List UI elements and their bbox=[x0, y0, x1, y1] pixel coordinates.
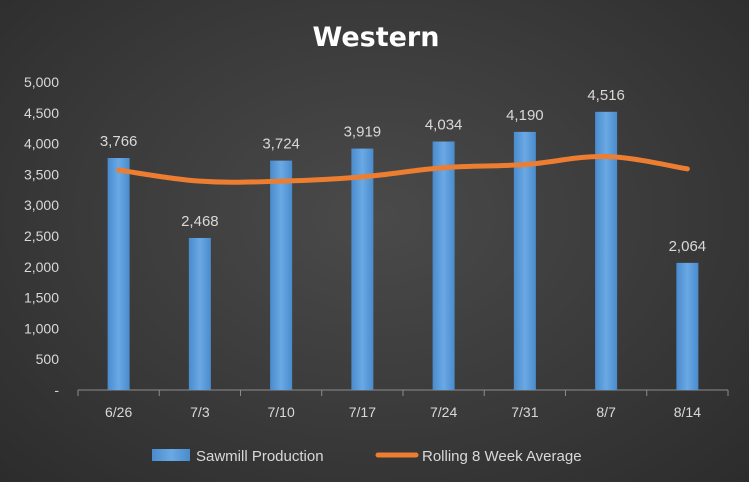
bar bbox=[270, 160, 293, 390]
bar bbox=[513, 131, 536, 390]
y-tick-label: 4,000 bbox=[24, 136, 59, 152]
y-tick-label: 3,500 bbox=[24, 166, 59, 182]
bar bbox=[188, 237, 211, 390]
legend-label: Sawmill Production bbox=[196, 448, 324, 465]
y-tick-label: 4,500 bbox=[24, 105, 59, 121]
x-tick-label: 6/26 bbox=[105, 404, 132, 420]
y-tick-label: 2,000 bbox=[24, 259, 59, 275]
y-tick-label: - bbox=[54, 382, 59, 398]
bar bbox=[351, 148, 374, 390]
bar-data-label: 4,516 bbox=[587, 87, 625, 104]
y-tick-label: 2,500 bbox=[24, 228, 59, 244]
bar-data-label: 3,766 bbox=[100, 133, 138, 150]
y-tick-label: 1,000 bbox=[24, 320, 59, 336]
bar-data-label: 2,468 bbox=[181, 213, 219, 230]
bar-data-label: 2,064 bbox=[669, 238, 707, 255]
chart-title: Western bbox=[313, 22, 440, 53]
rolling-average-line bbox=[116, 154, 690, 185]
legend-swatch-bar bbox=[152, 449, 190, 461]
legend: Sawmill Production Rolling 8 Week Averag… bbox=[152, 448, 582, 465]
bar bbox=[432, 141, 455, 390]
x-tick-label: 7/17 bbox=[349, 404, 376, 420]
x-axis: 6/26 7/3 7/10 7/17 7/24 7/31 8/7 8/14 bbox=[77, 389, 729, 420]
data-labels: 3,766 2,468 3,724 3,919 4,034 4,190 4,516 2,064 bbox=[100, 87, 706, 255]
y-tick-label: 1,500 bbox=[24, 290, 59, 306]
x-tick-label: 7/3 bbox=[190, 404, 210, 420]
legend-item-rolling-average: Rolling 8 Week Average bbox=[375, 448, 582, 465]
bar bbox=[595, 111, 618, 391]
x-tick-label: 8/7 bbox=[596, 404, 616, 420]
y-axis: - 500 1,000 1,500 2,000 2,500 3,000 3,500 4,000 4… bbox=[24, 74, 59, 398]
legend-label: Rolling 8 Week Average bbox=[422, 448, 582, 465]
x-tick-label: 7/24 bbox=[430, 404, 457, 420]
y-tick-label: 500 bbox=[36, 351, 60, 367]
legend-item-sawmill-production: Sawmill Production bbox=[152, 448, 324, 465]
bar-data-label: 3,724 bbox=[262, 136, 300, 153]
bar-data-label: 3,919 bbox=[344, 124, 382, 141]
bar-data-label: 4,190 bbox=[506, 107, 544, 124]
bar bbox=[107, 158, 130, 390]
line-series bbox=[116, 154, 690, 185]
bar-series bbox=[107, 111, 699, 391]
x-tick-label: 7/31 bbox=[511, 404, 538, 420]
y-tick-label: 5,000 bbox=[24, 74, 59, 90]
bar-data-label: 4,034 bbox=[425, 117, 463, 134]
y-tick-label: 3,000 bbox=[24, 197, 59, 213]
x-tick-label: 8/14 bbox=[674, 404, 701, 420]
bar bbox=[676, 262, 699, 390]
x-tick-label: 7/10 bbox=[268, 404, 295, 420]
